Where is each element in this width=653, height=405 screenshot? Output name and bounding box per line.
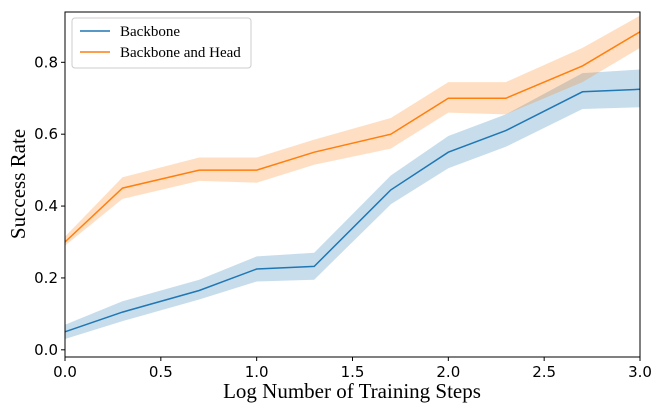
band-backbone-and-head: [65, 15, 640, 246]
legend-box: [71, 17, 252, 69]
x-tick-label: 0.5: [149, 363, 173, 381]
x-tick-label: 0.0: [53, 363, 77, 381]
x-axis-ticks: 0.0 0.5 1.0 1.5 2.0 2.5 3.0: [53, 357, 652, 381]
x-tick-label: 3.0: [628, 363, 652, 381]
line-backbone: [64, 88, 641, 333]
x-tick-label: 1.0: [245, 363, 269, 381]
x-axis-title: Log Number of Training Steps: [223, 379, 481, 403]
y-tick-label: 0.4: [34, 197, 58, 215]
legend: Backbone Backbone and Head: [71, 17, 252, 69]
legend-label-backbone: Backbone: [120, 24, 180, 40]
y-tick-label: 0.0: [34, 341, 58, 359]
y-tick-label: 0.6: [34, 125, 58, 143]
y-axis-title: Success Rate: [6, 129, 30, 239]
y-axis-ticks: 0.0 0.2 0.4 0.6 0.8: [34, 53, 65, 359]
x-tick-label: 1.5: [341, 363, 365, 381]
x-tick-label: 2.0: [436, 363, 460, 381]
x-tick-label: 2.5: [532, 363, 556, 381]
band-backbone: [65, 69, 640, 339]
legend-label-backbone-and-head: Backbone and Head: [120, 45, 241, 61]
confidence-bands: [65, 15, 640, 339]
y-tick-label: 0.2: [34, 269, 58, 287]
y-tick-label: 0.8: [34, 53, 58, 71]
line-backbone-and-head: [64, 31, 641, 243]
series-lines: [64, 31, 641, 333]
